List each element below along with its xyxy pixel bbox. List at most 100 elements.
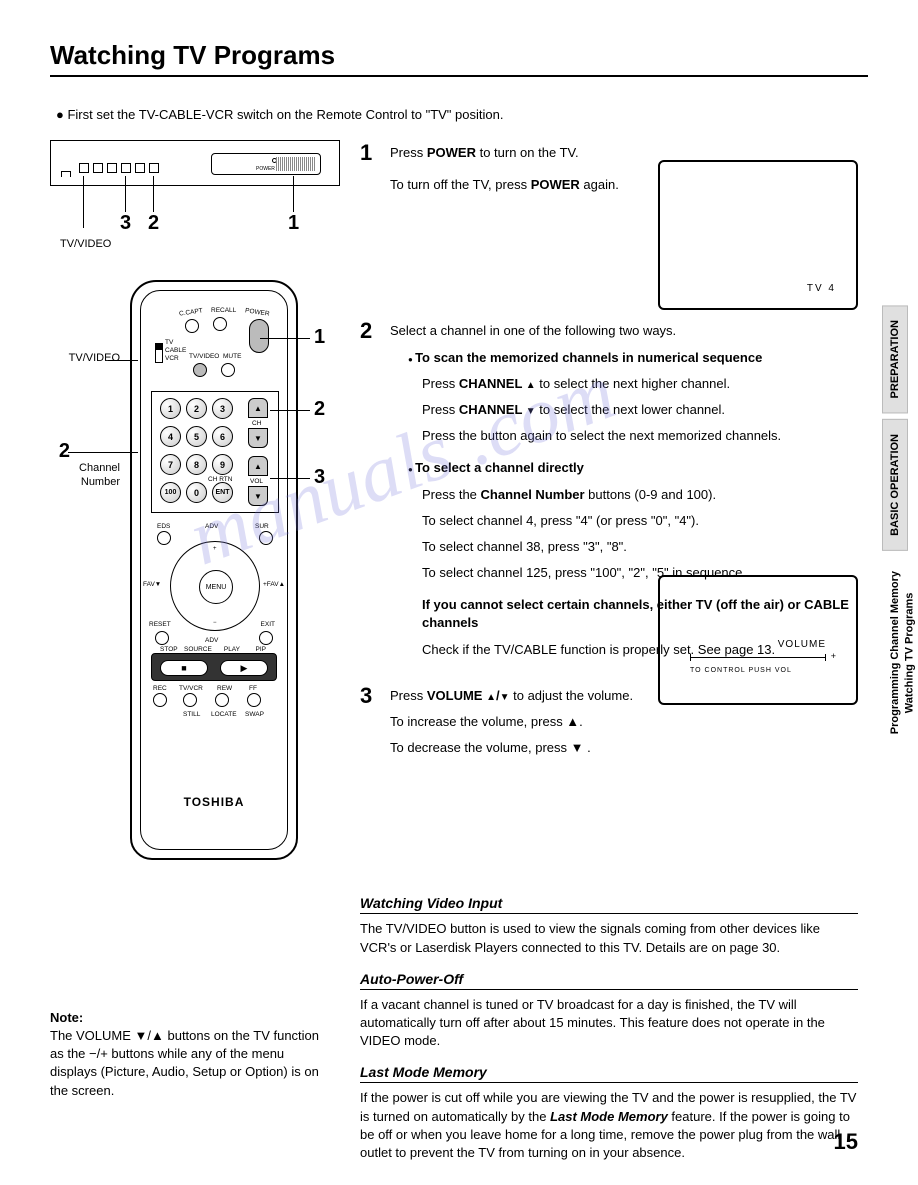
step-1-num: 1	[360, 140, 378, 202]
step-2-num: 2	[360, 318, 378, 666]
section-last-title: Last Mode Memory	[360, 1064, 858, 1083]
s2-scan-l3: Press the button again to select the nex…	[422, 427, 858, 445]
key-0: 0	[186, 482, 207, 503]
switch-tv-label: TV	[165, 339, 173, 346]
panel-edge	[61, 171, 71, 177]
tab-preparation: PREPARATION	[882, 305, 908, 413]
rec-label: REC	[153, 685, 167, 692]
remote-chnum-label1: Channel	[50, 462, 120, 474]
key-3: 3	[212, 398, 233, 419]
tab-prog2: Watching TV Programs	[903, 593, 915, 714]
panel-btn-1	[79, 163, 89, 173]
stop-label: STOP	[160, 646, 178, 653]
rew-label: REW	[217, 685, 232, 692]
panel-btn-6	[149, 163, 159, 173]
section-last-body-b: Last Mode Memory	[550, 1109, 668, 1124]
panel-callout-3: 3	[120, 212, 131, 235]
s1-l1c: to turn on the TV.	[476, 145, 579, 160]
tv-screen-1: TV 4	[658, 160, 858, 310]
panel-btn-5	[135, 163, 145, 173]
key-ent: ENT	[212, 482, 233, 503]
remote-body: C.CAPT RECALL POWER TV CABLE VCR TV/VIDE…	[130, 280, 298, 860]
mute-label: MUTE	[223, 353, 241, 360]
key-1: 1	[160, 398, 181, 419]
s2-intro: Select a channel in one of the following…	[390, 322, 858, 340]
locate-label: LOCATE	[211, 711, 237, 718]
s1-l1a: Press	[390, 145, 427, 160]
tv-screen-2-plus: +	[831, 651, 838, 661]
side-tabs: PREPARATION BASIC OPERATION Programming …	[882, 305, 918, 755]
remote-inner: C.CAPT RECALL POWER TV CABLE VCR TV/VIDE…	[140, 290, 288, 850]
remote-chnum-label2: Number	[50, 476, 120, 488]
ch-label: CH	[252, 420, 261, 427]
key-4: 4	[160, 426, 181, 447]
ccapt-button	[185, 319, 199, 333]
key-2: 2	[186, 398, 207, 419]
s3-l1b: VOLUME	[427, 688, 486, 703]
remote-callout-2: 2	[314, 398, 325, 421]
note-body: The VOLUME ▼/▲ buttons on the TV functio…	[50, 1027, 330, 1100]
s2-d-l2: To select channel 4, press "4" (or press…	[422, 512, 858, 530]
panel-callout-2: 2	[148, 212, 159, 235]
switch-vcr-label: VCR	[165, 355, 179, 362]
left-column: POWER 3 2 1 TV/VIDEO C.CAPT RECALL POWER	[50, 140, 340, 1162]
s2-scan-l1c: to select the next higher channel.	[536, 376, 730, 391]
mute-button	[221, 363, 235, 377]
callout-line	[83, 176, 84, 228]
tvvcr-label: TV/VCR	[179, 685, 203, 692]
ff-button	[247, 693, 261, 707]
adv2-label: ADV	[205, 637, 218, 644]
s2-scan-l2c: to select the next lower channel.	[536, 402, 725, 417]
dpad-minus: −	[213, 620, 217, 626]
s2-d-l3: To select channel 38, press "3", "8".	[422, 538, 858, 556]
dpad-ring: MENU + −	[170, 541, 260, 631]
power-label: POWER	[256, 166, 275, 172]
triangle-up-icon	[486, 688, 496, 703]
sur-button	[259, 531, 273, 545]
s2-direct-title: To select a channel directly	[415, 460, 584, 475]
s3-l2: To increase the volume, press ▲.	[390, 713, 858, 731]
section-auto: Auto-Power-Off If a vacant channel is tu…	[360, 971, 858, 1051]
pip-label: PIP	[256, 646, 266, 653]
ff-label: FF	[249, 685, 257, 692]
key-7: 7	[160, 454, 181, 475]
fav-dn-label: FAV▼	[143, 581, 161, 588]
ch-down-button: ▼	[248, 428, 268, 448]
rew-button	[215, 693, 229, 707]
callout-line	[293, 176, 294, 212]
eds-label: EDS	[157, 523, 170, 530]
triangle-up-icon	[526, 376, 536, 391]
s2-scan-title: To scan the memorized channels in numeri…	[415, 350, 762, 365]
play-label: PLAY	[224, 646, 240, 653]
switch-cable-label: CABLE	[165, 347, 186, 354]
section-video: Watching Video Input The TV/VIDEO button…	[360, 895, 858, 956]
tv-screen-2: VOLUME + TO CONTROL PUSH VOL	[658, 575, 858, 705]
intro-text: First set the TV-CABLE-VCR switch on the…	[56, 107, 868, 122]
key-9: 9	[212, 454, 233, 475]
tv-screen-2-sub: TO CONTROL PUSH VOL	[690, 667, 792, 674]
page-title: Watching TV Programs	[50, 40, 868, 77]
transport-frame: STOP SOURCE PLAY PIP ■ ▶	[151, 653, 277, 681]
section-video-title: Watching Video Input	[360, 895, 858, 914]
callout-line	[260, 338, 310, 339]
brand-label: TOSHIBA	[141, 795, 287, 809]
eds-button	[157, 531, 171, 545]
tvvcr-button	[183, 693, 197, 707]
tv-screen-1-text: TV 4	[807, 283, 836, 294]
dpad-plus: +	[213, 546, 217, 552]
s2-scan-l2b: CHANNEL	[459, 402, 526, 417]
vol-down-button: ▼	[248, 486, 268, 506]
remote-callout-1: 1	[314, 326, 325, 349]
panel-diagram: POWER 3 2 1 TV/VIDEO	[50, 140, 340, 270]
remote-callout-3: 3	[314, 466, 325, 489]
exit-button	[259, 631, 273, 645]
panel-callout-1: 1	[288, 212, 299, 235]
note-block: Note: The VOLUME ▼/▲ buttons on the TV f…	[50, 1010, 330, 1100]
note-title: Note:	[50, 1010, 330, 1025]
play-button: ▶	[220, 660, 268, 676]
section-auto-title: Auto-Power-Off	[360, 971, 858, 990]
section-last: Last Mode Memory If the power is cut off…	[360, 1064, 858, 1162]
tv-screen-2-title: VOLUME	[778, 639, 826, 650]
callout-line	[68, 452, 138, 453]
panel-tvvideo-label: TV/VIDEO	[60, 238, 111, 250]
